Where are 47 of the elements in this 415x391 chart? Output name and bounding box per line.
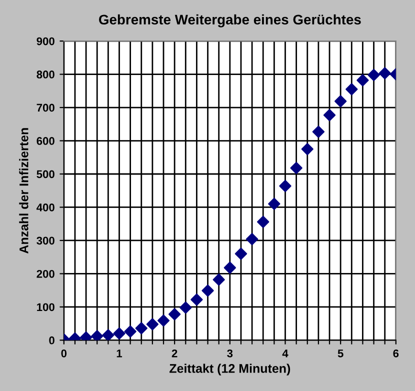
y-tick-label: 600 — [36, 137, 54, 145]
point — [312, 126, 325, 138]
point — [168, 308, 181, 320]
point — [346, 83, 358, 96]
point — [91, 330, 104, 340]
point — [334, 95, 347, 108]
point — [368, 68, 380, 82]
point — [124, 325, 136, 338]
y-tick-label: 800 — [36, 70, 54, 78]
x-tick-label: 0 — [61, 349, 67, 358]
y-tick-label: 0 — [49, 336, 54, 344]
x-axis-title: Zeittakt (12 Minuten) — [170, 364, 290, 376]
x-tick-label: 1 — [116, 350, 122, 358]
x-tick-label: 6 — [393, 349, 399, 358]
point — [135, 322, 148, 334]
point — [102, 329, 114, 340]
chart-title: Gebremste Weitergabe eines Gerüchtes — [99, 14, 361, 28]
y-tick-label: 100 — [37, 303, 54, 312]
y-tick-label: 400 — [36, 203, 54, 212]
point — [113, 327, 126, 340]
y-tick-label: 500 — [36, 170, 54, 178]
point — [212, 274, 225, 286]
point — [378, 67, 391, 80]
y-axis-title: Anzahl der Infizierten — [19, 128, 28, 254]
x-tick-label: 5 — [338, 350, 344, 358]
point — [356, 74, 369, 86]
point — [234, 248, 248, 260]
point — [180, 302, 192, 314]
x-tick-label: 4 — [282, 350, 288, 358]
point — [301, 142, 314, 156]
point — [224, 262, 236, 274]
point — [246, 233, 258, 246]
y-tick-label: 200 — [36, 270, 54, 278]
x-tick-label: 3 — [227, 349, 233, 358]
point — [257, 216, 270, 228]
point — [202, 284, 214, 297]
point — [290, 162, 302, 174]
point — [323, 109, 336, 122]
x-tick-label: 2 — [172, 349, 178, 358]
y-tick-label: 700 — [36, 104, 54, 112]
point — [268, 198, 280, 210]
point — [279, 180, 292, 192]
point — [157, 314, 170, 327]
point — [146, 318, 159, 330]
point — [190, 294, 203, 306]
y-tick-label: 900 — [36, 37, 54, 46]
y-tick-label: 300 — [36, 236, 54, 245]
